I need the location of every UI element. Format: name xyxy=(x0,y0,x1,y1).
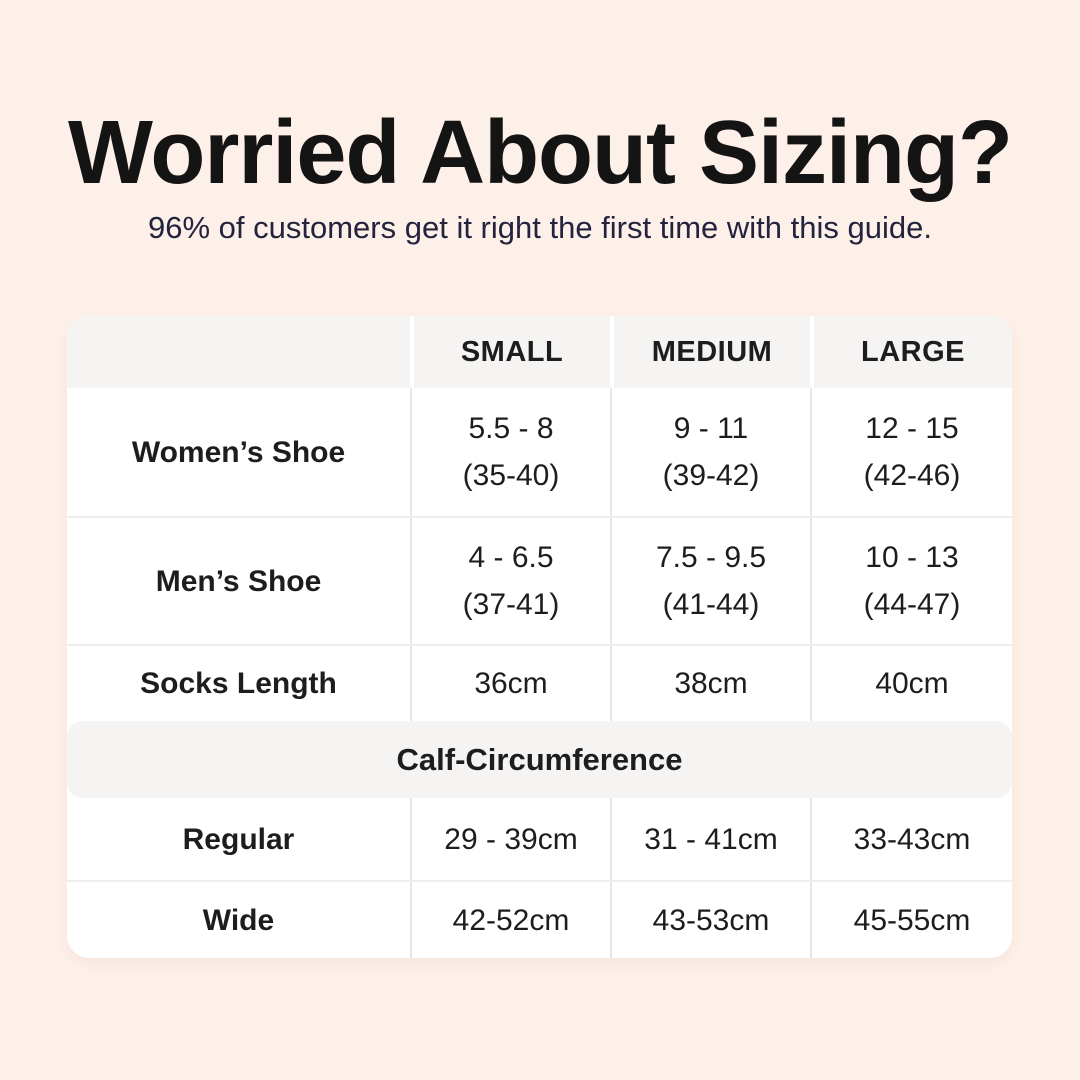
table-row-wide-calf: Wide 42-52cm 43-53cm 45-55cm xyxy=(67,880,1012,958)
page-subtitle: 96% of customers get it right the first … xyxy=(148,210,932,245)
table-cell: 33-43cm xyxy=(810,798,1012,880)
row-label: Women’s Shoe xyxy=(131,435,346,469)
table-cell: 45-55cm xyxy=(810,882,1012,958)
column-header-large: LARGE xyxy=(810,316,1012,388)
calf-circumference-section-header: Calf-Circumference xyxy=(67,721,1012,798)
table-row-womens-shoe: Women’s Shoe 5.5 - 8 (35-40) 9 - 11 (39-… xyxy=(67,388,1012,516)
table-cell: 38cm xyxy=(610,646,810,721)
table-cell: 4 - 6.5 (37-41) xyxy=(410,518,610,644)
table-header-row: SMALL MEDIUM LARGE xyxy=(67,316,1012,388)
table-cell: 43-53cm xyxy=(610,882,810,958)
table-row-regular-calf: Regular 29 - 39cm 31 - 41cm 33-43cm xyxy=(67,798,1012,880)
table-cell: 29 - 39cm xyxy=(410,798,610,880)
row-label: Wide xyxy=(202,903,275,937)
table-cell: 40cm xyxy=(810,646,1012,721)
row-label: Socks Length xyxy=(140,667,337,700)
row-label: Men’s Shoe xyxy=(155,564,322,598)
table-cell: 7.5 - 9.5 (41-44) xyxy=(610,518,810,644)
table-cell: 31 - 41cm xyxy=(610,798,810,880)
table-cell: 9 - 11 (39-42) xyxy=(610,388,810,516)
column-header-blank xyxy=(67,316,410,388)
size-guide-table: SMALL MEDIUM LARGE Women’s Shoe 5.5 - 8 … xyxy=(67,316,1012,958)
table-row-mens-shoe: Men’s Shoe 4 - 6.5 (37-41) 7.5 - 9.5 (41… xyxy=(67,516,1012,644)
table-cell: 10 - 13 (44-47) xyxy=(810,518,1012,644)
table-cell: 36cm xyxy=(410,646,610,721)
page-title: Worried About Sizing? xyxy=(68,103,1013,203)
table-cell: 42-52cm xyxy=(410,882,610,958)
table-row-socks-length: Socks Length 36cm 38cm 40cm xyxy=(67,644,1012,721)
column-header-medium: MEDIUM xyxy=(610,316,810,388)
row-label: Regular xyxy=(182,822,295,856)
column-header-small: SMALL xyxy=(410,316,610,388)
table-cell: 12 - 15 (42-46) xyxy=(810,388,1012,516)
table-cell: 5.5 - 8 (35-40) xyxy=(410,388,610,516)
